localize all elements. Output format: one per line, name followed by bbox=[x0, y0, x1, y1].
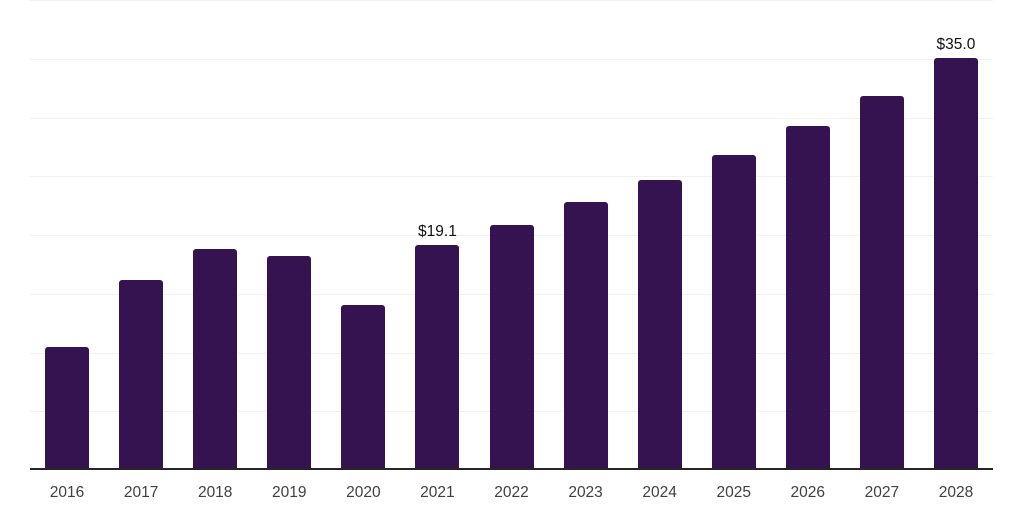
bar-2020 bbox=[341, 305, 385, 469]
x-tick-label-2019: 2019 bbox=[272, 484, 307, 501]
x-tick-label-2027: 2027 bbox=[864, 484, 900, 501]
x-tick-label-2023: 2023 bbox=[568, 484, 603, 501]
bar-2025 bbox=[712, 155, 756, 469]
gridline-40 bbox=[30, 0, 993, 1]
bar-2017 bbox=[119, 280, 163, 469]
x-tick-label-2026: 2026 bbox=[790, 484, 826, 501]
bar-2016 bbox=[45, 347, 89, 469]
gridline-35 bbox=[30, 59, 993, 60]
x-tick-label-2024: 2024 bbox=[642, 484, 677, 501]
x-tick-label-2021: 2021 bbox=[420, 484, 455, 501]
bar-2018 bbox=[193, 249, 237, 469]
x-tick-label-2016: 2016 bbox=[49, 484, 85, 501]
bar-2027 bbox=[860, 96, 904, 469]
x-tick-label-2017: 2017 bbox=[123, 484, 159, 501]
bar-2019 bbox=[267, 256, 311, 469]
data-label-2028: $35.0 bbox=[936, 36, 976, 53]
bar-2024 bbox=[638, 180, 682, 469]
bar-2028 bbox=[934, 58, 978, 469]
x-tick-label-2018: 2018 bbox=[197, 484, 233, 501]
x-tick-label-2025: 2025 bbox=[716, 484, 751, 501]
bar-2022 bbox=[490, 225, 534, 469]
x-tick-label-2028: 2028 bbox=[938, 484, 974, 501]
bar-2021 bbox=[415, 245, 459, 469]
x-axis-line bbox=[30, 468, 993, 470]
x-tick-label-2020: 2020 bbox=[346, 484, 381, 501]
data-label-2021: $19.1 bbox=[418, 223, 457, 240]
gridline-30 bbox=[30, 118, 993, 119]
bar-2023 bbox=[564, 202, 608, 469]
gridline-25 bbox=[30, 176, 993, 177]
x-tick-label-2022: 2022 bbox=[494, 484, 529, 501]
bar-2026 bbox=[786, 126, 830, 469]
